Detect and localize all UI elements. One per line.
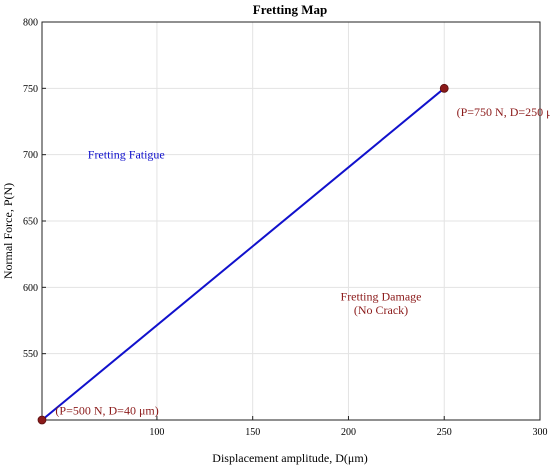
y-tick-label: 550 bbox=[23, 349, 38, 360]
x-tick-label: 100 bbox=[149, 427, 164, 438]
axis-ticks: 100 150 200 250 300 550 600 650 700 750 800 bbox=[23, 18, 548, 439]
x-tick-label: 250 bbox=[437, 427, 452, 438]
y-tick-label: 750 bbox=[23, 84, 38, 95]
annotation-label: (No Crack) bbox=[354, 303, 408, 317]
y-axis-label: Normal Force, P(N) bbox=[1, 183, 15, 279]
series-line bbox=[41, 87, 445, 421]
x-tick-label: 300 bbox=[533, 427, 548, 438]
annotation-label: (P=750 N, D=250 μm) bbox=[457, 105, 550, 119]
y-tick-label: 600 bbox=[23, 283, 38, 294]
x-tick-label: 200 bbox=[341, 427, 356, 438]
annotation-label: Fretting Damage bbox=[341, 290, 422, 304]
x-axis-label: Displacement amplitude, D(μm) bbox=[212, 451, 367, 465]
data-point bbox=[439, 83, 449, 93]
chart-title: Fretting Map bbox=[253, 2, 328, 17]
annotation-label: Fretting Fatigue bbox=[88, 148, 165, 162]
x-tick-label: 150 bbox=[245, 427, 260, 438]
series-layer bbox=[41, 87, 445, 421]
annotation-label: (P=500 N, D=40 μm) bbox=[55, 404, 158, 418]
annotations: (P=500 N, D=40 μm) (P=750 N, D=250 μm) Fre… bbox=[55, 105, 550, 418]
data-point bbox=[37, 415, 47, 425]
y-tick-label: 700 bbox=[23, 150, 38, 161]
y-tick-label: 650 bbox=[23, 217, 38, 228]
y-tick-label: 800 bbox=[23, 18, 38, 29]
data-points bbox=[37, 83, 449, 425]
